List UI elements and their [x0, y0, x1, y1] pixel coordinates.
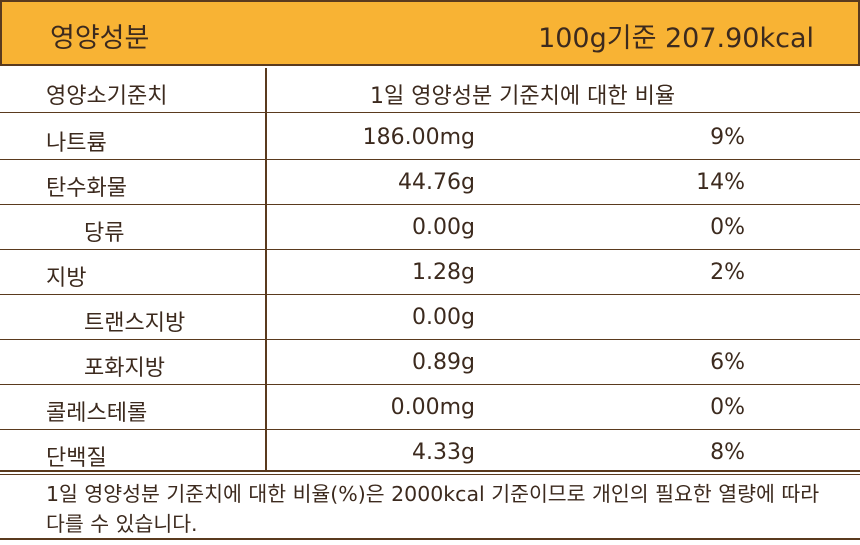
- column-label: 영양소기준치: [46, 84, 168, 109]
- amount: 1.28g: [412, 260, 475, 285]
- amount: 0.00mg: [390, 395, 475, 420]
- percent: 14%: [696, 170, 745, 195]
- percent: 0%: [710, 395, 745, 420]
- percent: 2%: [710, 260, 745, 285]
- divider: [265, 68, 267, 470]
- amount: 0.89g: [412, 350, 475, 375]
- amount: 4.33g: [412, 440, 475, 465]
- row: 지방 1.28g 2%: [0, 250, 860, 295]
- amount: 0.00g: [412, 215, 475, 240]
- percent: 6%: [710, 350, 745, 375]
- row: 콜레스테롤 0.00mg 0%: [0, 385, 860, 430]
- sub-row: 당류 0.00g 0%: [0, 205, 860, 250]
- nutrient: 나트륨: [46, 131, 107, 156]
- row: 나트륨 186.00mg 9%: [0, 115, 860, 160]
- row: 단백질 4.33g 8%: [0, 430, 860, 475]
- amount: 186.00mg: [362, 125, 475, 150]
- nutrient: 트랜스지방: [84, 311, 186, 336]
- column-header: 영양소기준치 1일 영양성분 기준치에 대한 비율: [0, 68, 860, 113]
- basis: 100g기준 207.90kcal: [538, 23, 814, 54]
- nutrient: 단백질: [46, 446, 107, 471]
- nutrient: 콜레스테롤: [46, 401, 148, 426]
- sub-row: 포화지방 0.89g 6%: [0, 340, 860, 385]
- amount: 0.00g: [412, 305, 475, 330]
- sub-row: 트랜스지방 0.00g: [0, 295, 860, 340]
- footnote: 1일 영양성분 기준치에 대한 비율(%)은 2000kcal 기준이므로 개인…: [0, 470, 860, 540]
- nutrient: 당류: [84, 221, 125, 246]
- nutrient: 포화지방: [84, 356, 165, 381]
- nutrient: 지방: [46, 266, 87, 291]
- amount: 44.76g: [398, 170, 475, 195]
- title: 영양성분: [50, 23, 150, 54]
- percent: 8%: [710, 440, 745, 465]
- percent: 0%: [710, 215, 745, 240]
- column-label: 1일 영양성분 기준치에 대한 비율: [370, 84, 676, 109]
- nutrient: 탄수화물: [46, 176, 127, 201]
- percent: 9%: [710, 125, 745, 150]
- row: 탄수화물 44.76g 14%: [0, 160, 860, 205]
- header-bar: 영양성분 100g기준 207.90kcal: [0, 0, 860, 66]
